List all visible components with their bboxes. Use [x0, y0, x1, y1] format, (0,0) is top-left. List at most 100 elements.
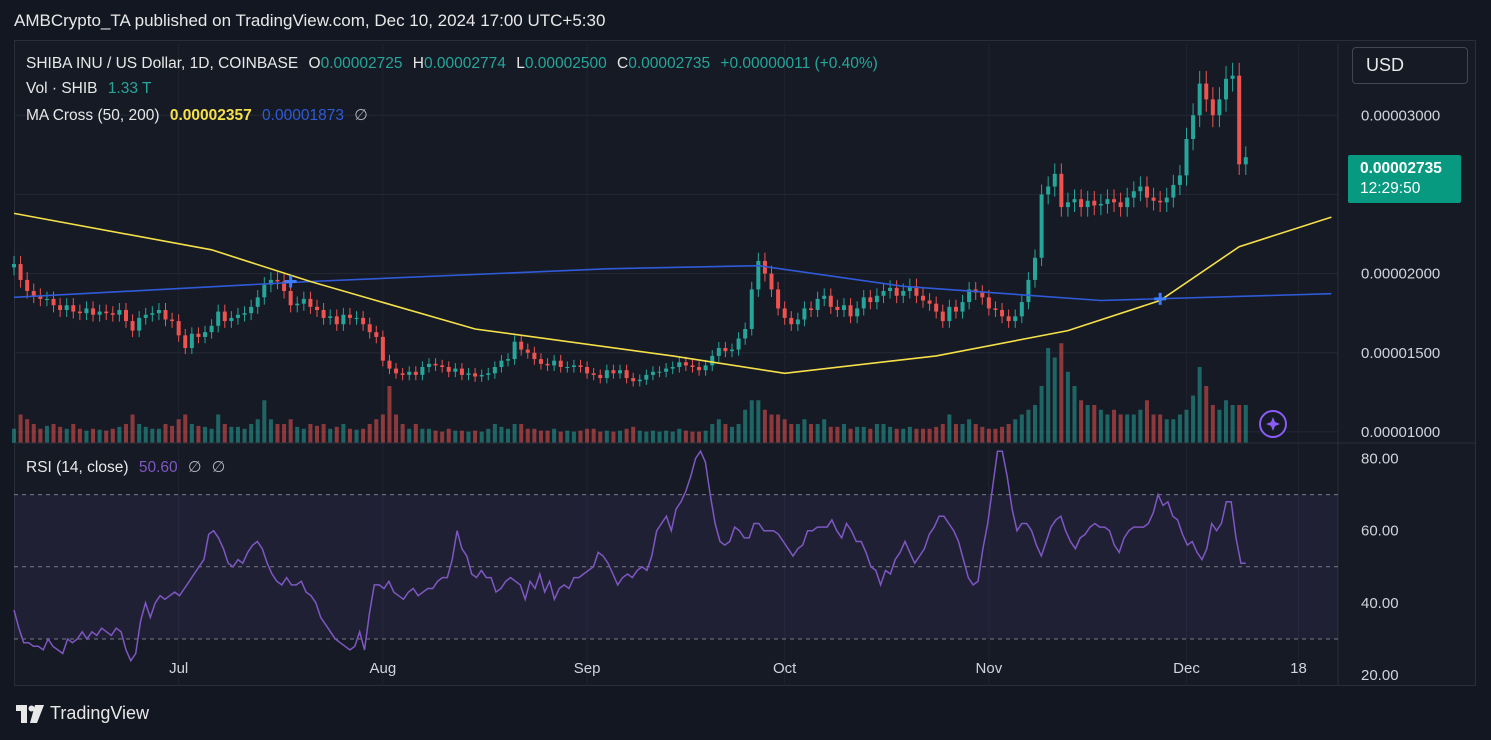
candle-body [934, 303, 939, 312]
volume-bar [400, 424, 405, 443]
volume-legend: Vol · SHIB 1.33 T [26, 80, 157, 98]
volume-bar [973, 424, 978, 443]
volume-label[interactable]: Vol · SHIB [26, 80, 98, 97]
symbol-label[interactable]: SHIBA INU / US Dollar, 1D, COINBASE [26, 55, 299, 72]
candle-body [97, 311, 102, 315]
candle-body [921, 295, 926, 301]
candle-body [367, 324, 372, 333]
candle-body [486, 373, 491, 375]
volume-bar [275, 424, 280, 443]
open-label: O [308, 55, 321, 72]
high-value: 0.00002774 [423, 55, 506, 72]
candle-body [262, 284, 267, 298]
volume-bar [426, 428, 431, 443]
volume-bar [835, 426, 840, 443]
candle-body [301, 298, 306, 304]
volume-bar [631, 426, 636, 443]
candle-body [203, 332, 208, 337]
volume-bar [598, 431, 603, 443]
candle-body [1013, 316, 1018, 322]
volume-bar [815, 424, 820, 443]
volume-bar [25, 419, 30, 443]
volume-bar [960, 424, 965, 443]
volume-bar [519, 424, 524, 443]
volume-value: 1.33 T [107, 80, 152, 97]
candle-body [1171, 184, 1176, 198]
candle-body [361, 317, 366, 325]
volume-bar [440, 431, 445, 443]
candle-body [1204, 83, 1209, 100]
candle-body [637, 379, 642, 382]
volume-bar [64, 428, 69, 443]
candle-body [650, 371, 655, 375]
last-price: 0.00002735 [1360, 160, 1442, 177]
candle-body [1105, 199, 1110, 204]
candle-body [828, 295, 833, 307]
candle-body [268, 279, 273, 285]
close-value: 0.00002735 [628, 55, 711, 72]
volume-bar [683, 430, 688, 443]
volume-bar [1191, 395, 1196, 443]
volume-bar [242, 428, 247, 443]
volume-bar [782, 419, 787, 443]
volume-bar [953, 424, 958, 443]
volume-bar [565, 430, 570, 443]
volume-bar [1230, 405, 1235, 443]
volume-bar [374, 419, 379, 443]
candle-body [901, 291, 906, 296]
volume-bar [1164, 419, 1169, 443]
brand-name: TradingView [50, 703, 150, 723]
volume-bar [249, 424, 254, 443]
volume-bar [1177, 414, 1182, 443]
rsi-null-icon-2: ∅ [211, 459, 226, 476]
candle-body [729, 349, 734, 352]
candle-body [453, 368, 458, 372]
volume-bar [282, 424, 287, 443]
rsi-label[interactable]: RSI (14, close) [26, 459, 129, 476]
volume-bar [44, 425, 49, 443]
candle-body [598, 374, 603, 379]
volume-bar [1158, 414, 1163, 443]
candle-body [809, 308, 814, 310]
candle-body [545, 363, 550, 366]
currency-button[interactable]: USD [1352, 47, 1468, 84]
volume-bar [545, 430, 550, 443]
candle-body [249, 306, 254, 314]
volume-bar [486, 428, 491, 443]
time-axis-label: Sep [574, 660, 601, 677]
candle-body [611, 370, 616, 374]
ma-200-line [13, 264, 1332, 302]
volume-bar [123, 424, 128, 443]
candle-body [433, 363, 438, 366]
candle-body [295, 303, 300, 306]
volume-bar [51, 424, 56, 443]
candle-body [1079, 199, 1084, 208]
volume-bar [1204, 386, 1209, 443]
candle-body [459, 368, 464, 375]
ma-label[interactable]: MA Cross (50, 200) [26, 107, 160, 124]
candle-body [1184, 139, 1189, 176]
candle-body [578, 365, 583, 367]
volume-bar [433, 430, 438, 443]
volume-bar [58, 426, 63, 443]
volume-bar [749, 400, 754, 443]
candle-body [123, 310, 128, 322]
candle-body [756, 260, 761, 290]
candle-body [723, 348, 728, 352]
candle-body [927, 300, 932, 304]
volume-bar [71, 424, 76, 443]
volume-bar [716, 419, 721, 443]
candle-body [986, 297, 991, 309]
candle-body [1006, 316, 1011, 322]
volume-bar [1125, 414, 1130, 443]
volume-bar [776, 414, 781, 443]
candle-body [12, 264, 16, 268]
candle-body [670, 367, 675, 369]
candle-body [1191, 115, 1196, 139]
volume-bar [907, 426, 912, 443]
candle-body [697, 367, 702, 371]
candle-body [1138, 186, 1143, 192]
chart-frame[interactable] [14, 40, 1476, 686]
open-value: 0.00002725 [320, 55, 403, 72]
